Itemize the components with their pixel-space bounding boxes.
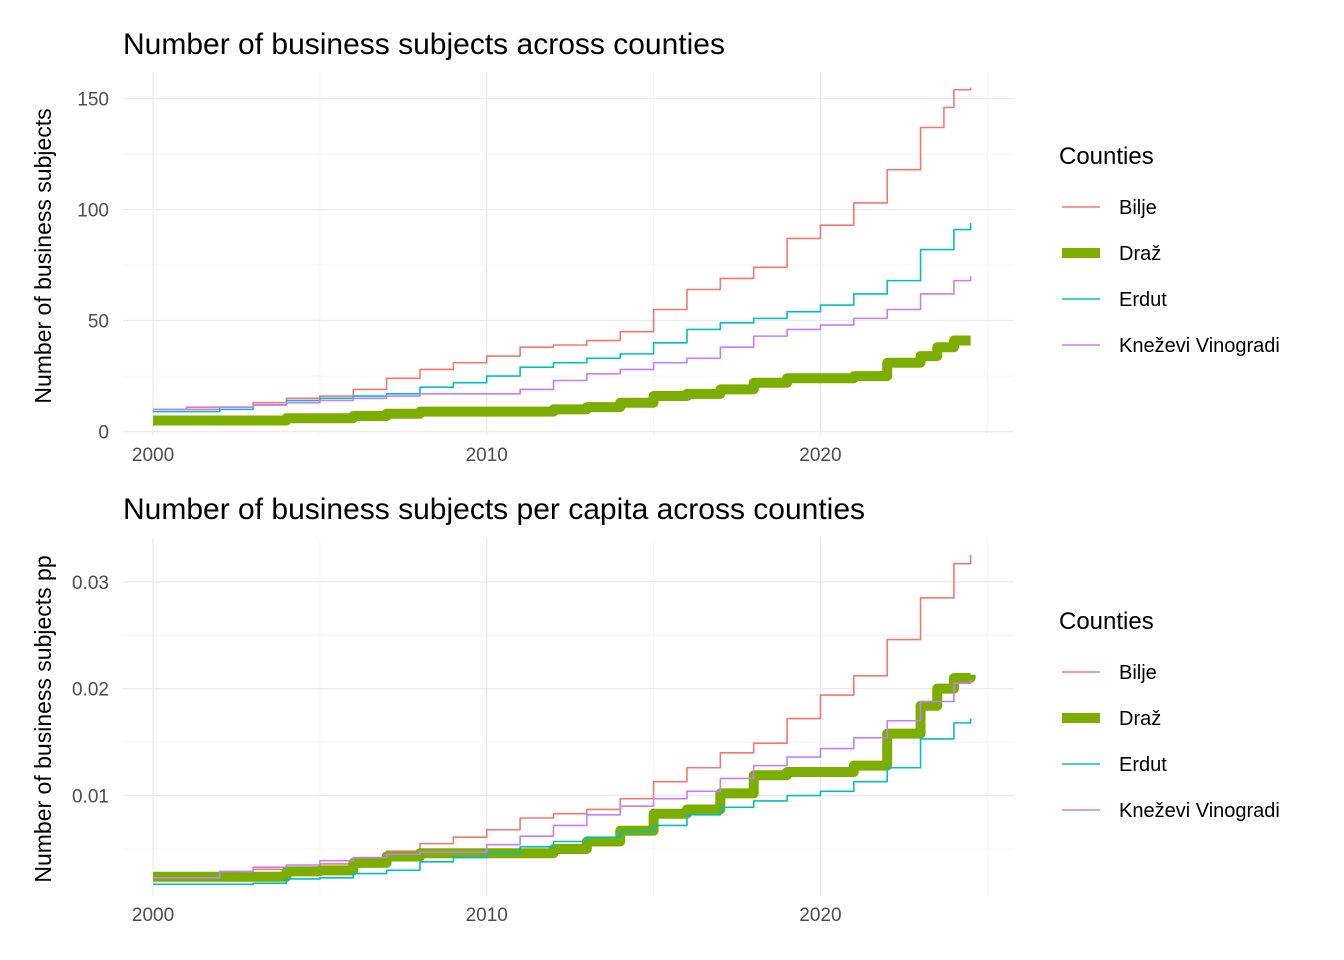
series-lines bbox=[153, 87, 972, 426]
panel-business-subjects-per-capita: Number of business subjects per capita a… bbox=[30, 493, 1280, 926]
legend-label: Kneževi Vinogradi bbox=[1119, 800, 1280, 822]
legend-item: Draž bbox=[1062, 708, 1161, 730]
y-tick-label: 0.03 bbox=[72, 573, 109, 594]
legend-item: Kneževi Vinogradi bbox=[1062, 800, 1280, 822]
chart-title: Number of business subjects per capita a… bbox=[123, 493, 865, 526]
y-tick-label: 50 bbox=[88, 312, 109, 333]
series-line-draž bbox=[153, 335, 971, 426]
legend-item: Erdut bbox=[1062, 289, 1167, 311]
x-axis-ticks: 2000 2010 2020 bbox=[132, 445, 842, 466]
y-tick-label: 0 bbox=[98, 423, 109, 444]
x-tick-label: 2000 bbox=[132, 445, 174, 466]
series-line-kneževi-vinogradi bbox=[153, 276, 972, 411]
legend-title: Counties bbox=[1059, 608, 1154, 635]
series-lines bbox=[153, 555, 976, 886]
x-tick-label: 2000 bbox=[132, 905, 174, 926]
legend-label: Draž bbox=[1119, 243, 1161, 265]
legend: Counties Bilje Draž Erdut Kneževi Vinogradi bbox=[1059, 143, 1280, 357]
legend-item: Kneževi Vinogradi bbox=[1062, 335, 1280, 357]
legend-label: Bilje bbox=[1119, 662, 1157, 684]
y-tick-label: 100 bbox=[77, 201, 109, 222]
y-tick-label: 0.02 bbox=[72, 680, 109, 701]
legend-label: Erdut bbox=[1119, 289, 1167, 311]
x-axis-ticks: 2000 2010 2020 bbox=[132, 905, 842, 926]
legend-item: Bilje bbox=[1062, 197, 1157, 219]
x-tick-label: 2020 bbox=[799, 445, 841, 466]
x-tick-label: 2010 bbox=[466, 445, 508, 466]
y-tick-label: 0.01 bbox=[72, 787, 109, 808]
plot-grid bbox=[123, 538, 1014, 896]
legend-label: Erdut bbox=[1119, 754, 1167, 776]
chart-title: Number of business subjects across count… bbox=[123, 28, 725, 61]
legend-item: Draž bbox=[1062, 243, 1161, 265]
y-axis-label: Number of business subjects bbox=[30, 108, 56, 403]
y-axis-label: Number of business subjects pp bbox=[30, 555, 56, 882]
legend-label: Kneževi Vinogradi bbox=[1119, 335, 1280, 357]
legend: Counties Bilje Draž Erdut Kneževi Vinogradi bbox=[1059, 608, 1280, 822]
series-line-kneževi-vinogradi bbox=[153, 680, 972, 879]
y-axis-ticks: 0 50 100 150 bbox=[77, 90, 109, 444]
legend-item: Bilje bbox=[1062, 662, 1157, 684]
x-tick-label: 2020 bbox=[799, 905, 841, 926]
legend-label: Draž bbox=[1119, 708, 1161, 730]
series-line-bilje bbox=[153, 87, 972, 411]
legend-item: Erdut bbox=[1062, 754, 1167, 776]
series-line-bilje bbox=[153, 555, 972, 881]
y-tick-label: 150 bbox=[77, 90, 109, 111]
series-line-erdut bbox=[153, 222, 972, 413]
y-axis-ticks: 0.01 0.02 0.03 bbox=[72, 573, 109, 808]
series-line-draž bbox=[153, 672, 976, 882]
x-tick-label: 2010 bbox=[466, 905, 508, 926]
legend-title: Counties bbox=[1059, 143, 1154, 170]
legend-label: Bilje bbox=[1119, 197, 1157, 219]
panel-business-subjects: Number of business subjects across count… bbox=[30, 28, 1280, 466]
plot-grid bbox=[123, 72, 1014, 436]
series-line-erdut bbox=[153, 718, 972, 886]
